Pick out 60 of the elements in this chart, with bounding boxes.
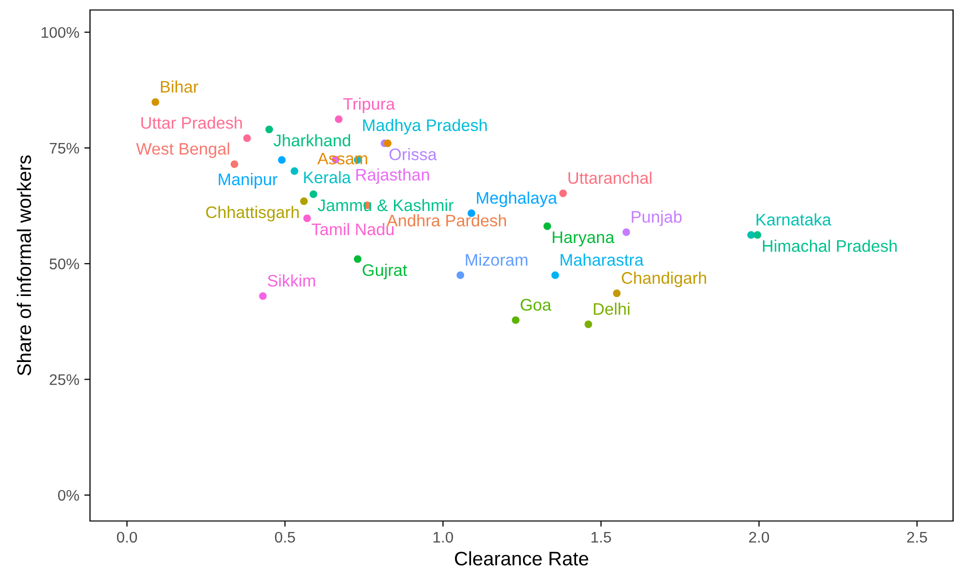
point bbox=[334, 115, 343, 124]
point bbox=[543, 222, 552, 230]
point bbox=[384, 140, 392, 148]
series-label: Madhya Pradesh bbox=[363, 118, 487, 134]
series-label: Orissa bbox=[389, 148, 437, 160]
point bbox=[622, 228, 630, 236]
series-label: Gujrat bbox=[362, 264, 408, 280]
series-label: Maharastra bbox=[560, 254, 644, 266]
series-label: West Bengal bbox=[136, 142, 230, 158]
series-label: Bihar bbox=[160, 80, 198, 93]
series-label: Rajasthan bbox=[356, 168, 429, 184]
x-tick-label: 2.0 bbox=[749, 532, 770, 543]
series-label: Mizoram bbox=[466, 254, 528, 266]
point bbox=[290, 167, 298, 175]
point bbox=[354, 255, 362, 263]
point bbox=[278, 156, 286, 164]
series-label: Kerala bbox=[304, 171, 351, 184]
x-tick-label: 1.0 bbox=[434, 532, 454, 543]
series-label: Punjab bbox=[632, 210, 682, 226]
series-label: Jharkhand bbox=[274, 134, 350, 146]
series-label: Karnataka bbox=[756, 213, 832, 226]
series-label: Haryana bbox=[552, 232, 614, 246]
point bbox=[303, 214, 311, 222]
point bbox=[456, 271, 464, 280]
point bbox=[243, 134, 251, 142]
point bbox=[613, 289, 621, 298]
point bbox=[747, 231, 755, 239]
point bbox=[551, 271, 559, 280]
series-label: Goa bbox=[520, 298, 552, 311]
series-label: Manipur bbox=[218, 173, 278, 189]
point bbox=[152, 98, 160, 106]
point bbox=[265, 126, 273, 134]
y-tick-label: 50% bbox=[50, 258, 80, 270]
y-tick-label: 0% bbox=[58, 490, 80, 501]
point bbox=[754, 231, 762, 239]
point bbox=[310, 190, 318, 198]
y-tick-label: 100% bbox=[42, 27, 80, 38]
point bbox=[230, 160, 238, 168]
series-label: Uttaranchal bbox=[568, 172, 652, 184]
x-axis-title: Clearance Rate bbox=[454, 551, 588, 566]
x-tick-label: 1.5 bbox=[592, 532, 611, 543]
y-tick-label: 25% bbox=[50, 374, 80, 386]
series-label: Meghalaya bbox=[476, 192, 558, 208]
point bbox=[559, 189, 567, 198]
series-label: Himachal Pradesh bbox=[762, 240, 897, 252]
series-label: Delhi bbox=[594, 302, 630, 315]
series-label: Sikkim bbox=[268, 274, 315, 287]
y-tick-label: 75% bbox=[50, 142, 80, 154]
x-tick-label: 0.0 bbox=[116, 532, 137, 543]
series-label: Chandigarh bbox=[622, 272, 706, 288]
series-label: Tripura bbox=[343, 98, 396, 114]
y-axis-title: Share of informal workers bbox=[16, 155, 32, 376]
series-label: Chhattisgarh bbox=[206, 206, 299, 222]
point bbox=[300, 197, 308, 205]
point bbox=[512, 316, 520, 324]
series-label: Uttar Pradesh bbox=[141, 116, 242, 129]
x-tick-label: 2.5 bbox=[907, 532, 927, 543]
x-tick-label: 0.5 bbox=[274, 532, 295, 543]
point bbox=[584, 320, 592, 328]
point bbox=[259, 292, 267, 300]
